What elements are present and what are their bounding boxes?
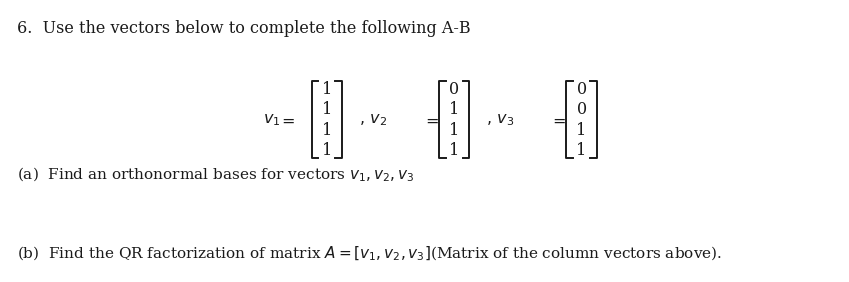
Text: 0: 0 <box>576 101 587 118</box>
Text: 6.  Use the vectors below to complete the following A-B: 6. Use the vectors below to complete the… <box>17 20 470 37</box>
Text: $v_1$: $v_1$ <box>262 111 280 128</box>
Text: 0: 0 <box>576 81 587 98</box>
Text: 1: 1 <box>576 122 587 138</box>
Text: $=$: $=$ <box>422 111 439 128</box>
Text: 1: 1 <box>322 101 332 118</box>
Text: $=$: $=$ <box>549 111 566 128</box>
Text: 1: 1 <box>449 101 459 118</box>
Text: 1: 1 <box>322 122 332 138</box>
Text: (b)  Find the QR factorization of matrix $A = [v_1, v_2, v_3]$(Matrix of the col: (b) Find the QR factorization of matrix … <box>17 244 722 263</box>
Text: 1: 1 <box>322 81 332 98</box>
Text: 1: 1 <box>576 142 587 159</box>
Text: (a)  Find an orthonormal bases for vectors $v_1, v_2, v_3$: (a) Find an orthonormal bases for vector… <box>17 166 414 184</box>
Text: 1: 1 <box>322 142 332 159</box>
Text: 1: 1 <box>449 122 459 138</box>
Text: $,\,v_3$: $,\,v_3$ <box>486 111 514 128</box>
Text: 0: 0 <box>449 81 459 98</box>
Text: $=$: $=$ <box>278 111 295 128</box>
Text: 1: 1 <box>449 142 459 159</box>
Text: $,\,v_2$: $,\,v_2$ <box>359 111 387 128</box>
